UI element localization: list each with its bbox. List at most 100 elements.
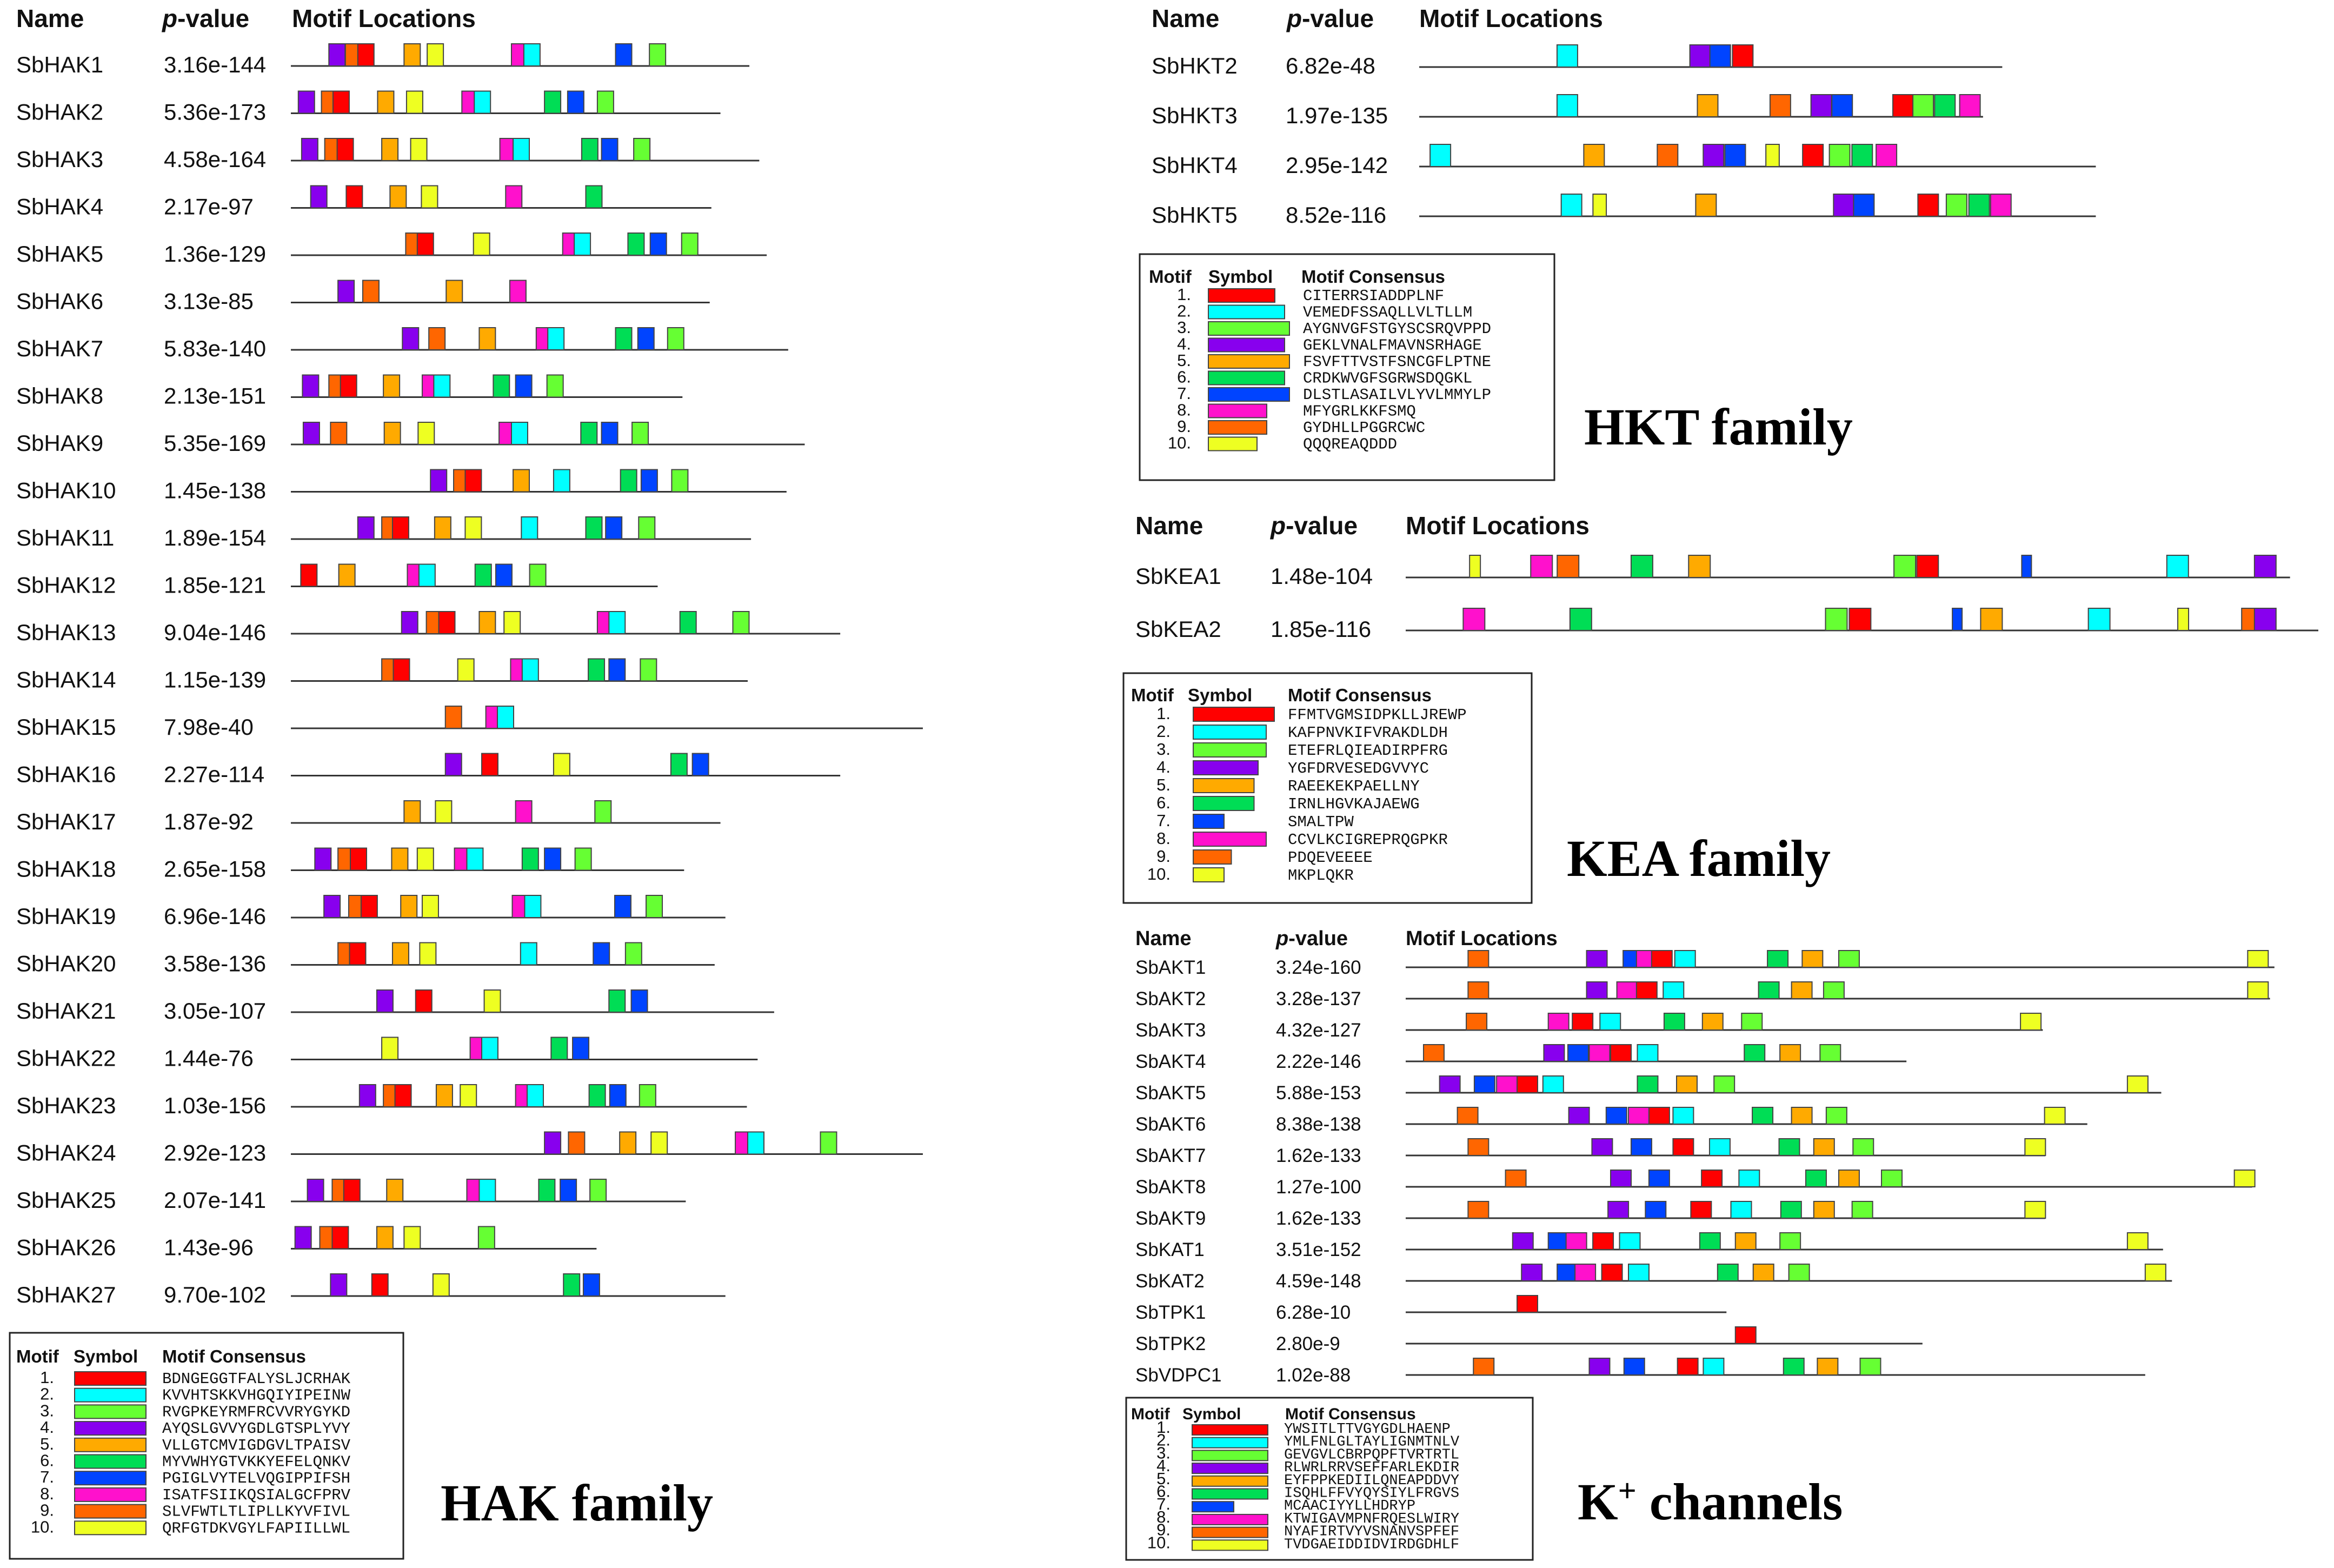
- legend-symbol: [1208, 354, 1290, 369]
- legend-entry: 5. EYFPPKEDIILQNEAPDDVY: [1156, 1469, 1459, 1489]
- sequence-row: SbKEA2 1.85e-116: [1135, 608, 2318, 642]
- motif-5-block: [1695, 194, 1717, 217]
- legend-motif-number: 6.: [1156, 1482, 1171, 1501]
- legend-motif-number: 5.: [1156, 775, 1171, 794]
- motif-6-block: [1758, 981, 1780, 999]
- legend-entry: 7. MCAACIYYLLHDRYP: [1156, 1494, 1415, 1514]
- legend-entry: 9. SLVFWTLTLIPLLKYVFIVL: [40, 1501, 350, 1521]
- motif-10-block: [2126, 1232, 2149, 1250]
- sequence-pvalue: 1.43e-96: [164, 1235, 254, 1260]
- motif-2-block: [608, 611, 626, 634]
- motif-3-block: [1851, 1201, 1873, 1219]
- legend-consensus: MFYGRLKKFSMQ: [1303, 403, 1416, 421]
- legend-entry: 4. YGFDRVESEDGVVYC: [1156, 758, 1429, 778]
- motif-8-block: [1628, 1107, 1650, 1125]
- sequence-pvalue: 1.48e-104: [1271, 563, 1373, 589]
- legend-motif-number: 8.: [40, 1484, 54, 1503]
- motif-1-block: [357, 43, 375, 67]
- motif-4-block: [328, 43, 346, 67]
- motif-2-block: [1703, 1358, 1725, 1376]
- sequence-pvalue: 5.35e-169: [164, 430, 266, 456]
- motif-5-block: [478, 327, 496, 350]
- sequence-name: SbHAK22: [16, 1046, 116, 1071]
- legend-consensus: PDQEVEEEE: [1288, 849, 1373, 867]
- legend-symbol: [1192, 1513, 1268, 1525]
- motif-3-block: [633, 138, 651, 161]
- legend-entry: 8. CCVLKCIGREPRQGPKR: [1156, 829, 1448, 849]
- motif-2-block: [547, 327, 565, 350]
- legend-symbol: [1193, 832, 1267, 847]
- kch-legend: 1. YWSITLTTVGYGDLHAENP 2. YMLFNLGLTAYLIGNMT…: [1147, 1418, 1460, 1553]
- legend-consensus: KTWIGAVMPNFRQESLWIRY: [1284, 1511, 1459, 1527]
- motif-10-block: [2233, 1170, 2256, 1187]
- motif-3-block: [640, 658, 657, 682]
- legend-entry: 8. MFYGRLKKFSMQ: [1177, 401, 1416, 421]
- legend-entry: 4. AYQSLGVVYGDLGTSPLYVY: [40, 1418, 350, 1438]
- motif-5-block: [1813, 1138, 1835, 1156]
- sequence-name: SbHAK15: [16, 714, 116, 740]
- sequence-pvalue: 3.58e-136: [164, 951, 266, 976]
- motif-1-block: [340, 374, 357, 398]
- motif-4-block: [294, 1226, 312, 1250]
- sequence-row: SbHAK1 3.16e-144: [16, 43, 750, 77]
- motif-10-block: [421, 895, 439, 918]
- sequence-row: SbHAK19 6.96e-146: [16, 895, 726, 929]
- motif-4-block: [401, 611, 418, 634]
- legend-symbol: [1193, 742, 1267, 758]
- motif-4-block: [330, 1273, 348, 1297]
- hkt-legend-motif-header: Motif: [1149, 267, 1192, 287]
- motif-2-block: [474, 90, 491, 114]
- motif-2-block: [1730, 1201, 1752, 1219]
- motif-6-block: [615, 327, 633, 350]
- legend-symbol: [1193, 867, 1225, 882]
- legend-motif-number: 8.: [1156, 829, 1171, 848]
- sequence-name: SbTPK1: [1135, 1302, 1206, 1323]
- motif-3-block: [671, 469, 689, 493]
- motif-9-block: [1505, 1170, 1527, 1187]
- motif-9-block: [1467, 950, 1489, 968]
- sequence-name: SbHAK2: [16, 99, 103, 125]
- motif-8-block: [1876, 144, 1898, 167]
- motif-6-block: [521, 847, 539, 871]
- legend-entry: 2. KAFPNVKIFVRAKDLDH: [1156, 722, 1448, 742]
- motif-5-block: [1817, 1358, 1839, 1376]
- legend-motif-number: 1.: [1156, 1418, 1171, 1437]
- motif-5-block: [1791, 981, 1813, 999]
- legend-motif-number: 4.: [1156, 758, 1171, 776]
- sequence-name: SbTPK2: [1135, 1333, 1206, 1354]
- motif-6-block: [1744, 1044, 1766, 1062]
- motif-1-block: [1572, 1013, 1594, 1031]
- motif-10-block: [2024, 1201, 2046, 1219]
- sequence-row: SbAKT9 1.62e-133: [1135, 1201, 2046, 1229]
- motif-10-block: [405, 90, 423, 114]
- motif-1-block: [1917, 194, 1939, 217]
- legend-symbol: [1192, 1488, 1268, 1500]
- motif-5-block: [386, 1179, 404, 1202]
- motif-6-block: [563, 1273, 581, 1297]
- legend-entry: 9. GYDHLLPGGRCWC: [1177, 417, 1425, 437]
- legend-motif-number: 3.: [1177, 318, 1191, 337]
- motif-8-block: [1547, 1013, 1570, 1031]
- legend-symbol: [74, 1471, 147, 1486]
- motif-7-block: [593, 942, 610, 966]
- sequence-pvalue: 2.17e-97: [164, 194, 254, 220]
- motif-5-block: [513, 469, 530, 493]
- motif-7-block: [1473, 1075, 1495, 1093]
- sequence-pvalue: 4.59e-148: [1276, 1271, 1361, 1292]
- legend-symbol: [74, 1404, 147, 1419]
- motif-5-block: [1779, 1044, 1801, 1062]
- motif-6-block: [1717, 1264, 1739, 1281]
- motif-7-block: [630, 989, 648, 1013]
- kch-legend-symbol-header: Symbol: [1182, 1405, 1241, 1423]
- legend-motif-number: 10.: [1168, 434, 1191, 453]
- legend-consensus: TVDGAEIDDIDVIRDGDHLF: [1284, 1537, 1459, 1553]
- sequence-pvalue: 1.97e-135: [1286, 103, 1388, 128]
- motif-10-block: [403, 1226, 421, 1250]
- motif-3-block: [477, 1226, 495, 1250]
- motif-8-block: [1616, 981, 1638, 999]
- motif-2-block: [1708, 1138, 1731, 1156]
- legend-motif-number: 2.: [1156, 1431, 1171, 1450]
- motif-4-block: [444, 753, 462, 776]
- legend-consensus: GEVGVLCBRPQPFTVRTRTL: [1284, 1447, 1459, 1463]
- motif-3-block: [667, 327, 684, 350]
